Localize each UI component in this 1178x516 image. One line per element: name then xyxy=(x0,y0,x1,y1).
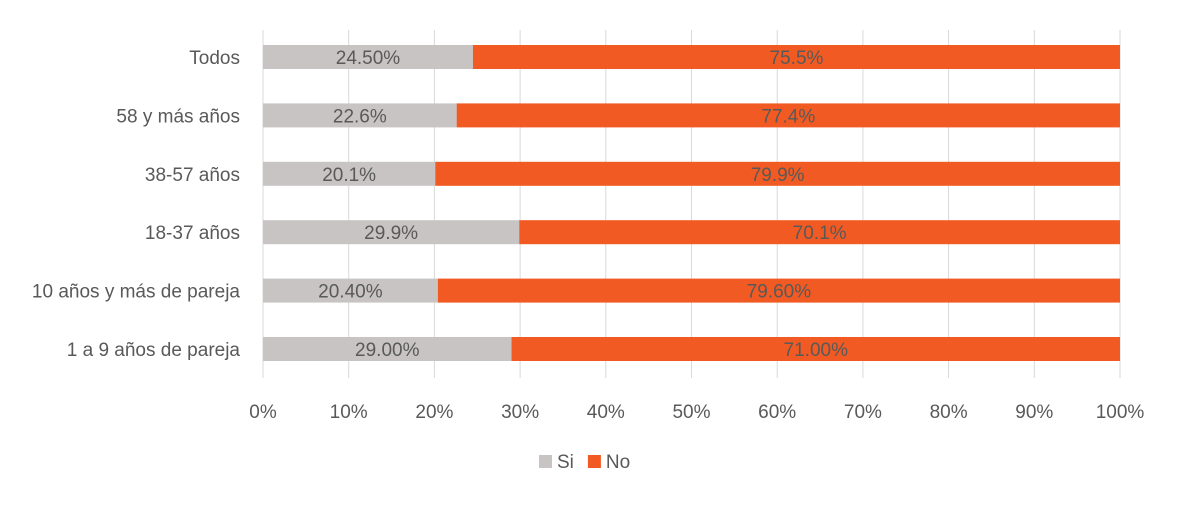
x-tick-label: 80% xyxy=(930,402,968,423)
category-label: 1 a 9 años de pareja xyxy=(67,340,241,361)
x-tick-label: 60% xyxy=(758,402,796,423)
bar-no xyxy=(511,337,1120,361)
data-label: 77.4% xyxy=(761,106,815,127)
bar-no xyxy=(456,103,1120,128)
legend-label: Si xyxy=(557,452,574,473)
bar-si xyxy=(263,161,436,186)
bar-no xyxy=(472,45,1121,69)
category-label: 10 años y más de pareja xyxy=(32,282,241,303)
data-label: 22.6% xyxy=(333,106,387,127)
x-tick-label: 0% xyxy=(249,402,277,423)
bar-si xyxy=(263,103,457,128)
bar-no xyxy=(435,161,1121,186)
data-label: 79.9% xyxy=(751,165,805,186)
bar-si xyxy=(263,220,520,245)
legend-item-si: Si xyxy=(539,452,574,473)
data-label: 24.50% xyxy=(336,48,401,69)
bar-si xyxy=(263,278,438,303)
x-tick-label: 40% xyxy=(587,402,625,423)
data-label: 20.40% xyxy=(318,282,383,303)
legend-item-no: No xyxy=(587,452,630,473)
category-label: Todos xyxy=(189,48,240,69)
bar-no xyxy=(437,278,1120,303)
bar-no xyxy=(519,220,1120,245)
data-label: 75.5% xyxy=(770,48,824,69)
bar-si xyxy=(263,337,512,361)
x-tick-label: 10% xyxy=(330,402,368,423)
bar-si xyxy=(263,45,473,69)
data-label: 20.1% xyxy=(322,165,376,186)
category-label: 38-57 años xyxy=(145,165,240,186)
x-tick-label: 20% xyxy=(415,402,453,423)
x-tick-label: 30% xyxy=(501,402,539,423)
x-tick-label: 50% xyxy=(672,402,710,423)
category-label: 58 y más años xyxy=(116,106,240,127)
x-tick-label: 90% xyxy=(1015,402,1053,423)
data-label: 29.00% xyxy=(355,340,420,361)
legend-label: No xyxy=(606,452,630,473)
category-label: 18-37 años xyxy=(145,223,240,244)
legend-swatch xyxy=(539,455,552,468)
data-label: 29.9% xyxy=(364,223,418,244)
data-label: 70.1% xyxy=(793,223,847,244)
x-tick-label: 100% xyxy=(1096,402,1145,423)
data-label: 71.00% xyxy=(784,340,849,361)
data-label: 79.60% xyxy=(747,282,812,303)
x-tick-label: 70% xyxy=(844,402,882,423)
legend-swatch xyxy=(587,455,601,468)
